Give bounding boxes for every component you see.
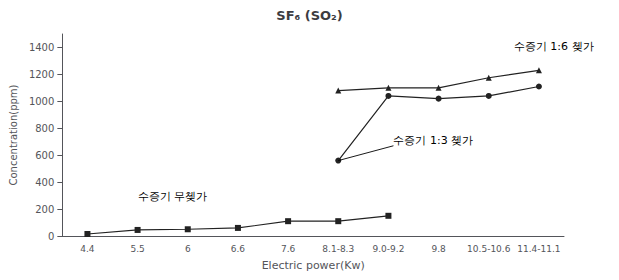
svg-text:8.1-8.3: 8.1-8.3 bbox=[322, 244, 354, 254]
svg-text:1000: 1000 bbox=[29, 96, 54, 107]
svg-text:5.5: 5.5 bbox=[130, 244, 144, 254]
svg-text:0: 0 bbox=[48, 231, 54, 242]
svg-text:9.0-9.2: 9.0-9.2 bbox=[372, 244, 404, 254]
svg-text:400: 400 bbox=[35, 177, 54, 188]
svg-text:Electric power(Kw): Electric power(Kw) bbox=[262, 259, 365, 272]
svg-text:6.6: 6.6 bbox=[231, 244, 246, 254]
svg-text:9.8: 9.8 bbox=[431, 244, 446, 254]
svg-text:Concentration(ppm): Concentration(ppm) bbox=[8, 84, 19, 185]
svg-text:800: 800 bbox=[35, 123, 54, 134]
svg-text:6: 6 bbox=[185, 244, 191, 254]
svg-text:7.6: 7.6 bbox=[281, 244, 296, 254]
svg-text:수증기 1:6 쳊가: 수증기 1:6 쳊가 bbox=[514, 40, 594, 53]
svg-text:600: 600 bbox=[35, 150, 54, 161]
svg-text:200: 200 bbox=[35, 204, 54, 215]
svg-text:수증기 1:3 쳊가: 수증기 1:3 쳊가 bbox=[393, 134, 473, 147]
svg-text:4.4: 4.4 bbox=[80, 244, 95, 254]
svg-text:수증기 무쳊가: 수증기 무쳊가 bbox=[138, 190, 208, 203]
svg-text:10.5-10.6: 10.5-10.6 bbox=[467, 244, 511, 254]
svg-text:11.4-11.1: 11.4-11.1 bbox=[517, 244, 560, 254]
svg-text:1200: 1200 bbox=[29, 69, 54, 80]
svg-text:1400: 1400 bbox=[29, 42, 54, 53]
svg-text:SF₆ (SO₂): SF₆ (SO₂) bbox=[276, 8, 342, 23]
